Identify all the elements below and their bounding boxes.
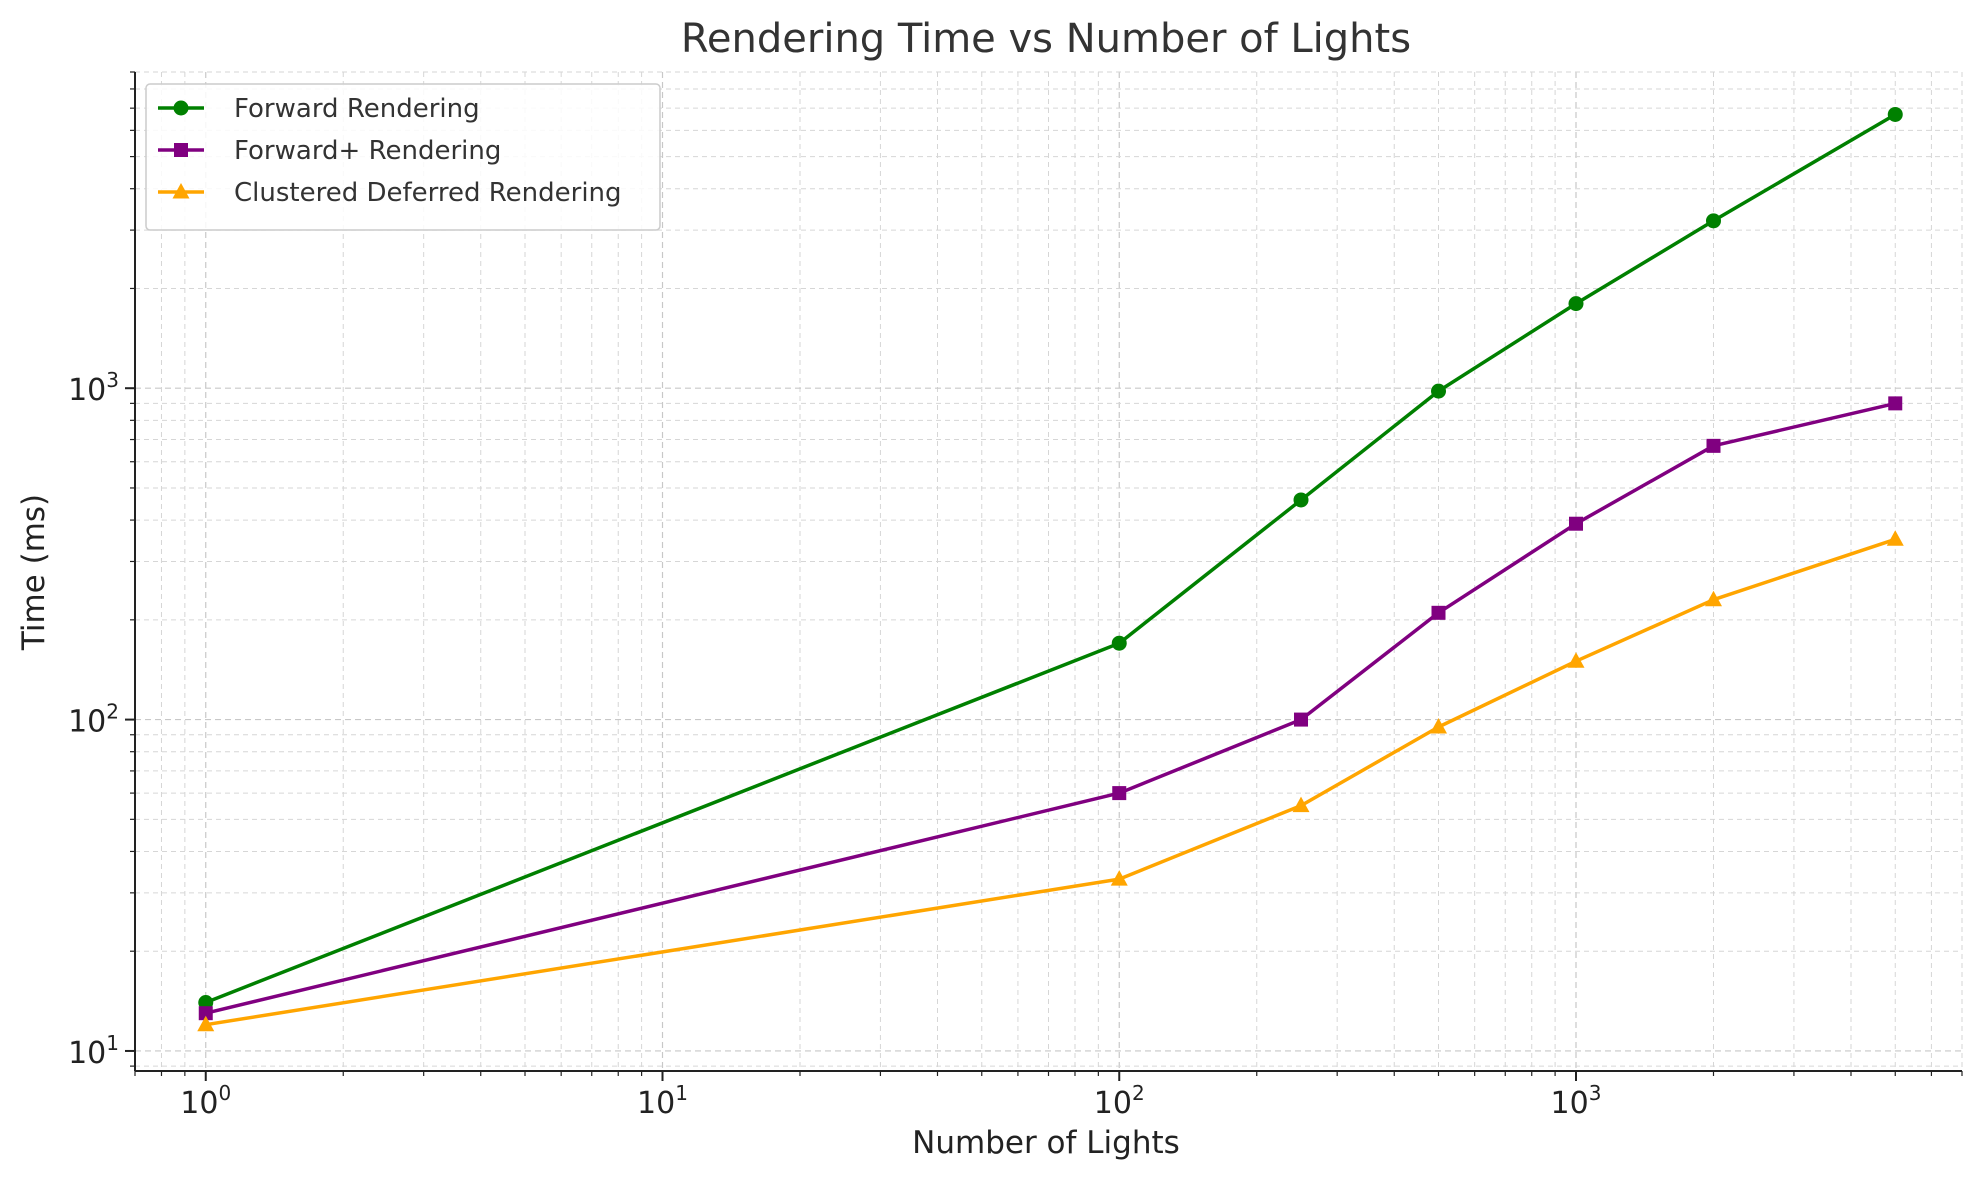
y-axis-label: Time (ms) xyxy=(16,494,52,651)
plot-area xyxy=(197,106,1904,1032)
x-axis-label: Number of Lights xyxy=(912,1125,1180,1161)
data-point xyxy=(1886,530,1904,546)
x-tick-label: 103 xyxy=(1551,1081,1602,1121)
legend-entry: Clustered Deferred Rendering xyxy=(158,178,622,208)
data-point xyxy=(1704,590,1722,607)
legend-swatch-marker xyxy=(172,183,190,199)
legend-entry: Forward+ Rendering xyxy=(158,136,501,166)
data-point xyxy=(198,1006,213,1021)
data-point xyxy=(1431,605,1446,620)
legend-label: Forward+ Rendering xyxy=(234,136,501,166)
y-tick-label: 103 xyxy=(68,368,119,408)
data-point xyxy=(1568,296,1584,312)
data-point xyxy=(1705,213,1721,229)
series-1 xyxy=(198,396,1903,1021)
data-point xyxy=(1567,652,1585,668)
data-point xyxy=(1888,396,1903,411)
legend-label: Forward Rendering xyxy=(234,94,480,124)
chart-title: Rendering Time vs Number of Lights xyxy=(681,16,1411,62)
legend-label: Clustered Deferred Rendering xyxy=(234,178,622,208)
data-point xyxy=(1887,106,1903,122)
series-0 xyxy=(198,106,1903,1011)
x-tick-label: 101 xyxy=(637,1081,688,1121)
y-tick-label: 102 xyxy=(68,700,119,740)
y-tick-label: 101 xyxy=(68,1031,119,1071)
data-point xyxy=(1294,712,1309,727)
series-2 xyxy=(197,530,1904,1032)
grid xyxy=(134,71,1963,1071)
data-point xyxy=(197,1015,215,1032)
data-point xyxy=(1112,786,1127,801)
data-point xyxy=(1110,870,1128,886)
data-point xyxy=(1431,383,1447,399)
data-point xyxy=(1569,516,1584,531)
series-line xyxy=(205,401,1896,1015)
legend-swatch-marker xyxy=(173,100,189,116)
x-tick-label: 102 xyxy=(1094,1081,1145,1121)
legend-entry: Forward Rendering xyxy=(158,94,480,124)
legend-swatch-marker xyxy=(174,143,188,157)
series-line xyxy=(205,112,1897,1005)
x-tick-label: 100 xyxy=(180,1081,231,1121)
data-point xyxy=(1111,635,1127,651)
data-point xyxy=(1293,492,1309,508)
legend-box xyxy=(145,83,661,231)
data-point xyxy=(1292,796,1310,813)
legend: Forward Rendering Forward+ Rendering Clust… xyxy=(145,83,661,231)
data-point xyxy=(1706,438,1721,453)
data-point xyxy=(1430,717,1448,734)
axes: 100 101 102 103 101 102 103 xyxy=(68,71,1963,1121)
